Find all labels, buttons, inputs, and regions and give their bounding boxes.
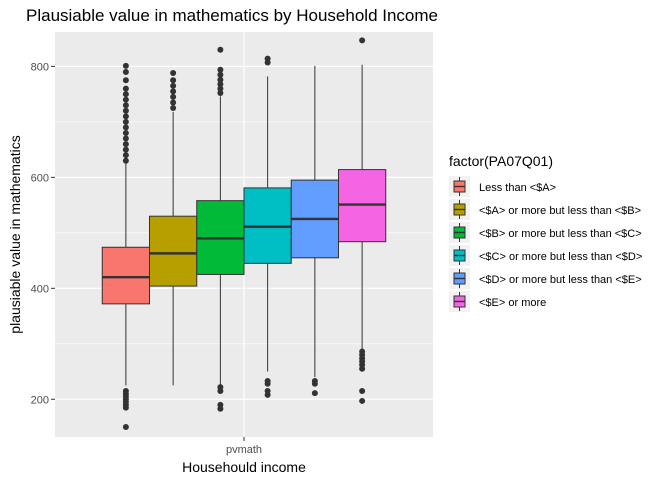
- legend-label: <$E> or more: [479, 297, 546, 309]
- legend-title: factor(PA07Q01): [449, 153, 553, 169]
- outlier-point: [122, 62, 129, 69]
- outlier-point: [170, 82, 177, 89]
- outlier-point: [170, 88, 177, 95]
- box-body: [149, 215, 198, 287]
- outlier-point: [170, 93, 177, 100]
- legend-item: <$A> or more but less than <$B>: [449, 199, 641, 220]
- box-body: [101, 246, 150, 305]
- outlier-point: [122, 387, 129, 394]
- x-axis-title: Househould income: [182, 459, 306, 475]
- outlier-point: [122, 124, 129, 131]
- y-tick-label: 600: [31, 172, 49, 184]
- outlier-point: [170, 77, 177, 84]
- legend-label: <$B> or more but less than <$C>: [479, 228, 642, 240]
- y-tick-label: 400: [31, 283, 49, 295]
- box-5: [290, 65, 339, 397]
- outlier-point: [217, 81, 224, 88]
- legend-item: <$C> or more but less than <$D>: [449, 245, 642, 266]
- outlier-point: [122, 68, 129, 75]
- legend-item: <$D> or more but less than <$E>: [449, 268, 642, 289]
- outlier-point: [122, 96, 129, 103]
- outlier-point: [359, 387, 366, 394]
- outlier-point: [122, 113, 129, 120]
- outlier-point: [217, 71, 224, 78]
- outlier-point: [122, 107, 129, 114]
- outlier-point: [122, 129, 129, 136]
- outlier-point: [217, 46, 224, 53]
- legend-label: <$D> or more but less than <$E>: [479, 274, 642, 286]
- outlier-point: [170, 70, 177, 77]
- outlier-point: [217, 76, 224, 83]
- box-4: [243, 55, 292, 398]
- outlier-point: [359, 397, 366, 404]
- outlier-point: [359, 37, 366, 44]
- legend-item: <$B> or more but less than <$C>: [449, 222, 642, 243]
- outlier-point: [122, 91, 129, 98]
- x-tick-label: pvmath: [226, 444, 262, 456]
- boxes-layer: [101, 37, 387, 431]
- box-1: [101, 62, 150, 431]
- legend-label: <$A> or more but less than <$B>: [479, 205, 641, 217]
- outlier-point: [122, 424, 129, 431]
- outlier-point: [311, 390, 318, 397]
- legend-label: <$C> or more but less than <$D>: [479, 251, 642, 263]
- outlier-point: [359, 348, 366, 355]
- outlier-point: [217, 401, 224, 408]
- outlier-point: [264, 377, 271, 384]
- box-6: [338, 37, 387, 404]
- box-2: [149, 70, 198, 386]
- legend-label: Less than <$A>: [479, 182, 556, 194]
- outlier-point: [170, 105, 177, 112]
- outlier-point: [122, 157, 129, 164]
- outlier-point: [217, 384, 224, 391]
- outlier-point: [122, 85, 129, 92]
- outlier-point: [122, 77, 129, 84]
- legend: factor(PA07Q01) Less than <$A> <$A> or mor…: [449, 153, 642, 312]
- outlier-point: [264, 55, 271, 62]
- outlier-point: [311, 377, 318, 384]
- outlier-point: [122, 118, 129, 125]
- outlier-point: [217, 66, 224, 73]
- outlier-point: [122, 141, 129, 148]
- outlier-point: [122, 152, 129, 159]
- outlier-point: [122, 146, 129, 153]
- legend-item: Less than <$A>: [449, 176, 556, 197]
- y-tick-label: 200: [31, 394, 49, 406]
- outlier-point: [170, 99, 177, 106]
- outlier-point: [264, 387, 271, 394]
- chart-title: Plausiable value in mathematics by House…: [26, 6, 438, 25]
- outlier-point: [122, 102, 129, 109]
- y-tick-label: 800: [31, 61, 49, 73]
- outlier-point: [122, 135, 129, 142]
- legend-item: <$E> or more: [449, 291, 546, 312]
- outlier-point: [217, 90, 224, 97]
- outlier-point: [217, 85, 224, 92]
- axes-layer: 200 400 600 800 pvmath: [31, 61, 262, 456]
- y-axis-title: plausiable value in mathematics: [7, 135, 23, 333]
